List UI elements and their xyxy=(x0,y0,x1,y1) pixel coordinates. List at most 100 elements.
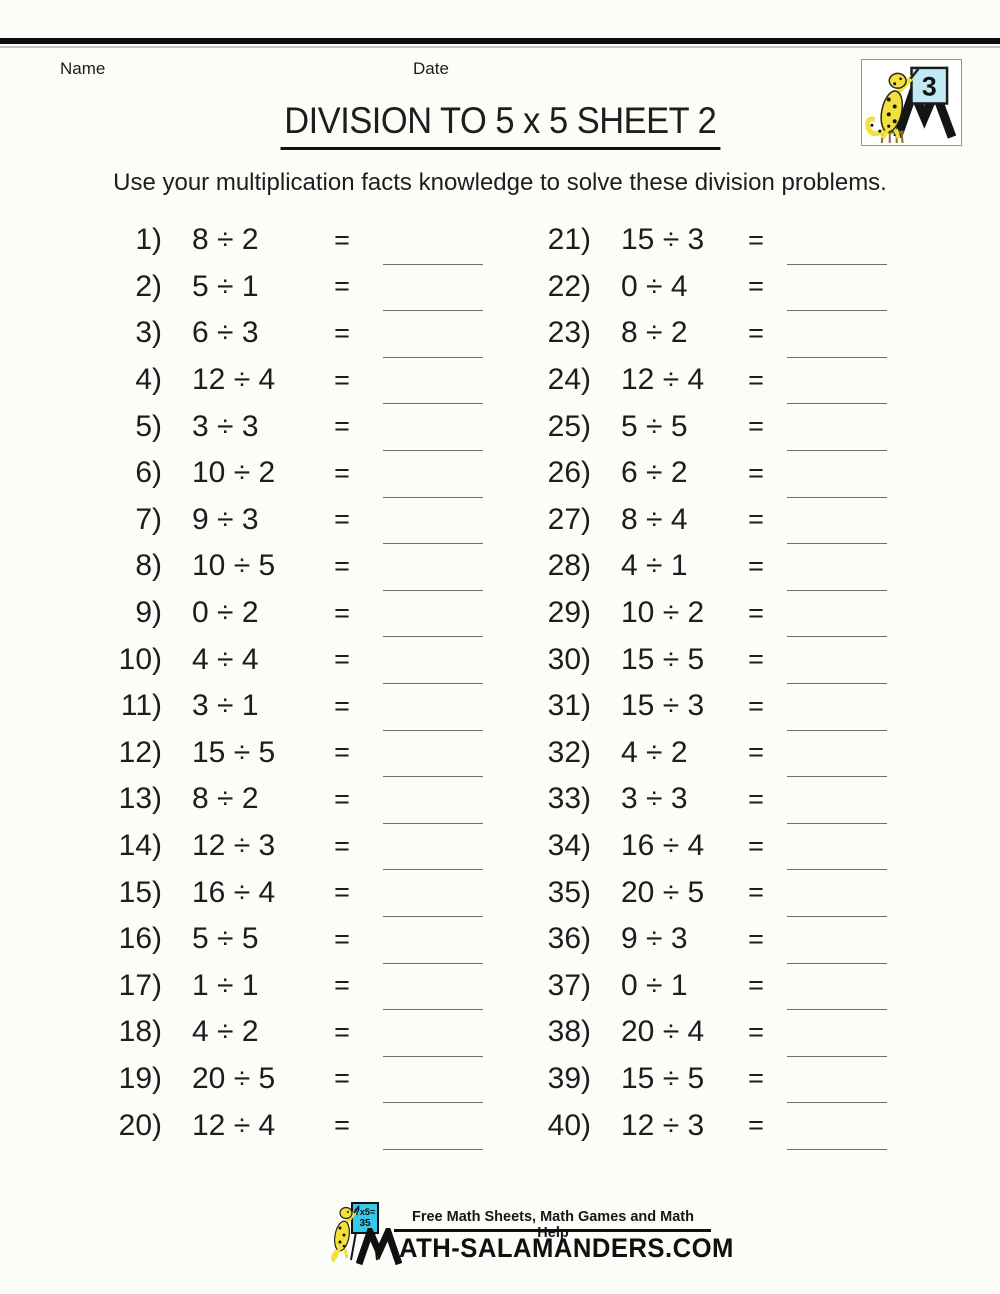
answer-line xyxy=(383,1056,483,1104)
problem-expression: 15 ÷ 5 xyxy=(621,642,705,676)
equals-sign: = xyxy=(334,1063,350,1094)
problem-row: 38) 20 ÷ 4 = xyxy=(527,1009,901,1057)
mini-sign-line2: 35 xyxy=(359,1218,371,1229)
problem-expression: 6 ÷ 2 xyxy=(621,456,688,490)
equals-sign: = xyxy=(334,411,350,442)
answer-line xyxy=(787,636,887,684)
answer-line xyxy=(383,590,483,638)
answer-line xyxy=(787,916,887,964)
problem-row: 36) 9 ÷ 3 = xyxy=(527,916,901,964)
answer-line xyxy=(383,776,483,824)
problem-number: 30) xyxy=(547,642,591,676)
problem-expression: 12 ÷ 3 xyxy=(192,829,276,863)
equals-sign: = xyxy=(748,737,764,768)
answer-blank xyxy=(771,310,901,358)
equals-sign: = xyxy=(334,737,350,768)
answer-blank xyxy=(771,497,901,545)
problem-expression: 5 ÷ 5 xyxy=(621,409,688,443)
problem-number: 10) xyxy=(118,642,162,676)
answer-line xyxy=(383,1102,483,1150)
footer-rule xyxy=(394,1229,711,1232)
problem-number: 22) xyxy=(547,269,591,303)
date-label: Date xyxy=(413,59,449,78)
problem-row: 35) 20 ÷ 5 = xyxy=(527,869,901,917)
equals-sign: = xyxy=(748,1110,764,1141)
answer-line xyxy=(383,1009,483,1057)
answer-blank xyxy=(357,963,487,1011)
answer-line xyxy=(383,217,483,265)
answer-blank xyxy=(771,823,901,871)
answer-blank xyxy=(771,217,901,265)
top-rule-shadow xyxy=(0,46,1000,48)
answer-blank xyxy=(357,264,487,312)
answer-line xyxy=(787,543,887,591)
answer-blank xyxy=(357,823,487,871)
problem-row: 20) 12 ÷ 4 = xyxy=(98,1102,487,1150)
problem-number: 8) xyxy=(135,549,162,583)
problem-expression: 3 ÷ 1 xyxy=(192,689,259,723)
answer-blank xyxy=(771,776,901,824)
problems-column-right: 21) 15 ÷ 3 = 22) 0 ÷ 4 = 23) 8 ÷ 2 = 24)… xyxy=(527,217,901,1150)
answer-line xyxy=(383,357,483,405)
problem-row: 39) 15 ÷ 5 = xyxy=(527,1056,901,1104)
answer-blank xyxy=(771,357,901,405)
problem-expression: 10 ÷ 2 xyxy=(621,596,705,630)
answer-line xyxy=(383,823,483,871)
answer-line xyxy=(787,1056,887,1104)
problem-expression: 8 ÷ 2 xyxy=(621,316,688,350)
mini-sign-line1: 7x5= xyxy=(355,1207,375,1217)
name-label: Name xyxy=(60,59,106,78)
equals-sign: = xyxy=(334,783,350,814)
answer-line xyxy=(383,403,483,451)
problem-row: 22) 0 ÷ 4 = xyxy=(527,264,901,312)
answer-line xyxy=(787,310,887,358)
problem-number: 32) xyxy=(547,735,591,769)
problem-number: 20) xyxy=(118,1108,162,1142)
problem-expression: 9 ÷ 3 xyxy=(621,922,688,956)
problem-number: 7) xyxy=(135,502,162,536)
answer-blank xyxy=(771,1102,901,1150)
equals-sign: = xyxy=(748,504,764,535)
problem-expression: 8 ÷ 4 xyxy=(621,502,688,536)
equals-sign: = xyxy=(748,830,764,861)
problem-number: 31) xyxy=(547,689,591,723)
problem-row: 10) 4 ÷ 4 = xyxy=(98,636,487,684)
answer-line xyxy=(787,264,887,312)
problem-expression: 9 ÷ 3 xyxy=(192,502,259,536)
problem-expression: 10 ÷ 2 xyxy=(192,456,276,490)
answer-line xyxy=(787,450,887,498)
problem-expression: 4 ÷ 1 xyxy=(621,549,688,583)
instruction-text: Use your multiplication facts knowledge … xyxy=(113,169,887,196)
problem-row: 28) 4 ÷ 1 = xyxy=(527,543,901,591)
answer-line xyxy=(787,776,887,824)
problem-row: 13) 8 ÷ 2 = xyxy=(98,776,487,824)
problem-row: 21) 15 ÷ 3 = xyxy=(527,217,901,265)
problem-expression: 5 ÷ 5 xyxy=(192,922,259,956)
problem-number: 19) xyxy=(118,1061,162,1095)
equals-sign: = xyxy=(748,411,764,442)
problem-expression: 4 ÷ 2 xyxy=(621,735,688,769)
answer-blank xyxy=(357,869,487,917)
problem-number: 2) xyxy=(135,269,162,303)
equals-sign: = xyxy=(748,877,764,908)
answer-blank xyxy=(357,1102,487,1150)
problem-expression: 12 ÷ 4 xyxy=(192,1108,276,1142)
problem-number: 1) xyxy=(135,223,162,257)
problem-number: 23) xyxy=(547,316,591,350)
problem-expression: 16 ÷ 4 xyxy=(621,829,705,863)
problem-row: 5) 3 ÷ 3 = xyxy=(98,403,487,451)
problem-row: 14) 12 ÷ 3 = xyxy=(98,823,487,871)
answer-line xyxy=(383,916,483,964)
answer-blank xyxy=(357,310,487,358)
answer-line xyxy=(383,869,483,917)
problem-row: 37) 0 ÷ 1 = xyxy=(527,963,901,1011)
equals-sign: = xyxy=(334,1016,350,1047)
answer-blank xyxy=(771,590,901,638)
problem-number: 18) xyxy=(118,1015,162,1049)
answer-blank xyxy=(771,543,901,591)
problem-row: 34) 16 ÷ 4 = xyxy=(527,823,901,871)
answer-line xyxy=(787,963,887,1011)
footer-wordmark: ATH-SALAMANDERS.COM xyxy=(399,1233,734,1263)
equals-sign: = xyxy=(748,690,764,721)
